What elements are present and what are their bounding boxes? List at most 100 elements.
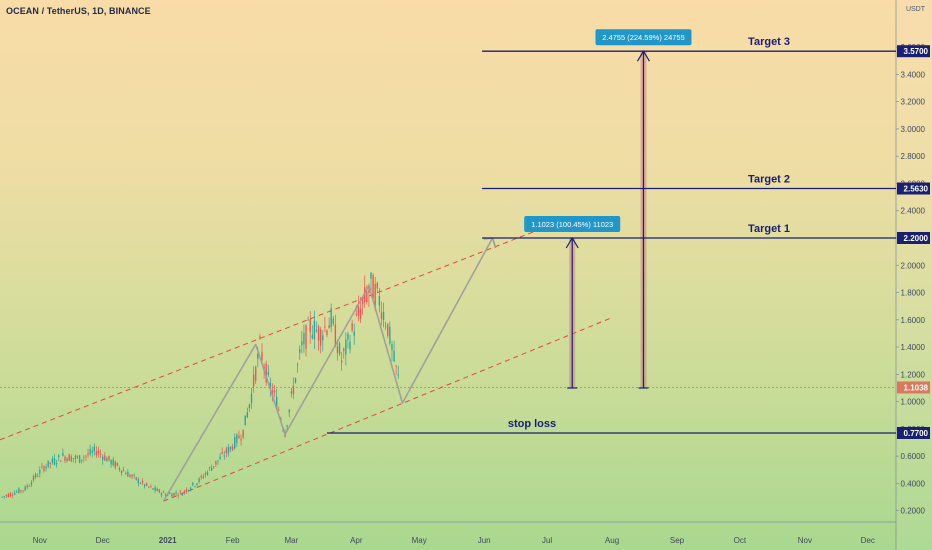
candle-body — [336, 346, 339, 354]
y-tick-label: 3.4000 — [901, 70, 926, 79]
candle-body — [332, 318, 334, 325]
candle-body — [129, 474, 131, 477]
candle-body — [89, 449, 91, 455]
candle-body — [355, 314, 358, 316]
candle-body — [158, 489, 160, 493]
candle-body — [194, 486, 196, 487]
candle-body — [26, 485, 28, 488]
candle-body — [68, 454, 70, 461]
candle-body — [76, 456, 79, 458]
candle-body — [91, 450, 93, 453]
candle-body — [22, 490, 24, 492]
candle-body — [125, 472, 127, 475]
candle-body — [24, 486, 26, 491]
candle-body — [345, 339, 347, 355]
x-tick-label: 2021 — [159, 536, 177, 545]
candle-body — [391, 344, 393, 350]
candle-body — [16, 491, 18, 493]
candle-body — [313, 320, 316, 339]
candle-body — [41, 465, 43, 467]
candle-body — [62, 452, 64, 456]
candle-body — [320, 329, 322, 346]
price-axis-bg — [896, 0, 932, 550]
candle-body — [338, 343, 341, 355]
measure-callout — [524, 216, 621, 232]
candle-body — [387, 323, 389, 336]
x-tick-label: Oct — [734, 536, 747, 545]
candle-body — [7, 494, 10, 498]
candle-body — [231, 446, 234, 450]
candle-body — [122, 470, 125, 472]
candle-body — [286, 425, 288, 427]
candle-body — [173, 493, 175, 496]
candle-body — [376, 282, 378, 289]
y-tick-label: 2.4000 — [901, 207, 926, 216]
y-tick-label: 3.0000 — [901, 125, 926, 134]
x-tick-label: Nov — [33, 536, 47, 545]
candle-body — [108, 455, 110, 460]
candle-body — [95, 451, 98, 456]
x-tick-label: Dec — [96, 536, 110, 545]
candle-body — [131, 474, 133, 477]
candle-body — [64, 456, 66, 461]
candle-body — [112, 459, 114, 465]
candle-body — [192, 482, 194, 486]
y-tick-label: 2.0000 — [901, 261, 926, 270]
candle-body — [114, 461, 116, 468]
candle-body — [395, 365, 397, 367]
candle-body — [30, 482, 33, 485]
candle-body — [215, 460, 217, 465]
candle-body — [183, 490, 186, 493]
candle-body — [389, 326, 391, 344]
candle-body — [311, 335, 313, 339]
candle-body — [221, 451, 223, 454]
candle-body — [238, 435, 240, 439]
candle-body — [242, 429, 244, 438]
x-tick-label: Jun — [478, 536, 491, 545]
candle-body — [275, 396, 278, 410]
y-tick-label: 0.4000 — [901, 479, 926, 488]
candle-body — [196, 483, 198, 485]
candle-body — [175, 492, 177, 494]
candle-body — [187, 489, 190, 492]
currency-label: USDT — [906, 6, 925, 13]
level-price-tag-label: 2.2000 — [904, 234, 929, 243]
candle-body — [202, 476, 204, 479]
candle-body — [340, 360, 343, 363]
candle-body — [162, 491, 165, 493]
candle-body — [45, 466, 47, 469]
x-tick-label: Dec — [861, 536, 875, 545]
candle-body — [5, 495, 7, 497]
candle-body — [223, 455, 225, 457]
candle-body — [284, 433, 286, 437]
candle-body — [250, 393, 253, 403]
candle-body — [378, 295, 381, 306]
candle-body — [211, 467, 213, 471]
y-tick-label: 1.2000 — [901, 370, 926, 379]
candle-body — [110, 460, 112, 465]
candle-body — [97, 450, 100, 454]
candle-body — [93, 446, 96, 452]
level-label: Target 3 — [748, 36, 790, 48]
candle-body — [265, 363, 267, 383]
candle-body — [294, 378, 297, 383]
y-tick-label: 0.6000 — [901, 452, 926, 461]
candle-body — [160, 493, 163, 495]
candle-body — [70, 456, 72, 462]
candle-body — [271, 390, 274, 395]
candle-body — [198, 478, 200, 482]
candle-body — [305, 325, 307, 349]
candle-body — [11, 495, 14, 496]
candle-body — [257, 353, 259, 359]
candle-body — [303, 333, 305, 345]
candle-body — [9, 493, 12, 496]
x-tick-label: Apr — [350, 536, 363, 545]
channel-line — [0, 229, 539, 441]
candle-body — [81, 459, 83, 461]
candle-body — [55, 463, 58, 465]
candle-body — [288, 409, 290, 413]
candle-body — [171, 493, 173, 497]
candle-body — [34, 474, 37, 478]
